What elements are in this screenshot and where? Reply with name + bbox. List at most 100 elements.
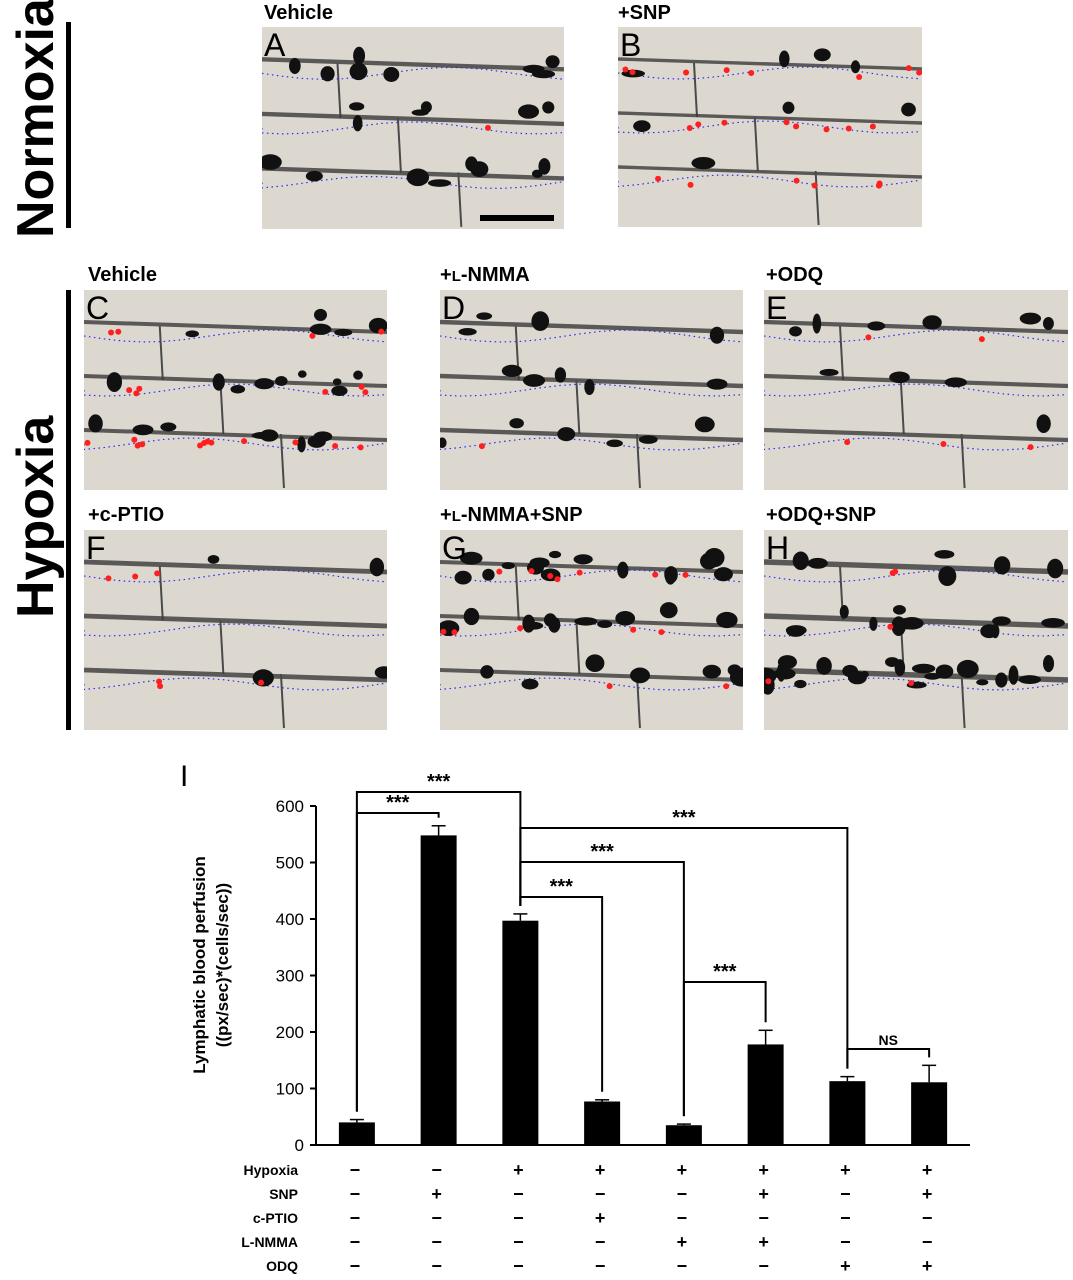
significance-bracket (519, 896, 604, 1092)
pigment-cell (709, 326, 725, 344)
fiber-junction (279, 433, 285, 489)
tracked-blood-cell (916, 69, 922, 76)
tracked-blood-cell (496, 568, 503, 575)
pigment-cell (615, 611, 636, 626)
pigment-cell (574, 617, 598, 626)
pigment-cell (894, 659, 906, 677)
pigment-cell (320, 66, 335, 82)
vessel-tracking-path (84, 677, 385, 691)
pigment-cell (850, 60, 861, 74)
pigment-cell (313, 308, 328, 322)
y-tick-label: 300 (276, 967, 304, 986)
pigment-cell (331, 385, 348, 396)
condition-sign: + (758, 1232, 769, 1252)
condition-label-f: +c-PTIO (88, 504, 165, 526)
pigment-cell (869, 616, 878, 631)
bar (829, 1081, 866, 1145)
muscle-fiber-boundary (764, 427, 1068, 443)
pigment-cell (88, 414, 103, 433)
pigment-cell (334, 328, 353, 337)
pigment-cell (992, 616, 1011, 626)
fiber-junction (219, 619, 225, 675)
vessel-tracking-path (764, 677, 1065, 691)
fiber-junction (635, 433, 641, 489)
fiber-junction (279, 673, 285, 729)
tracked-blood-cell (695, 121, 702, 128)
fiber-junction (960, 673, 966, 729)
significance-label: NS (879, 1032, 898, 1048)
muscle-fiber-boundary (440, 319, 743, 335)
tracked-blood-cell (322, 388, 329, 395)
tracked-blood-cell (721, 119, 728, 126)
vessel-tracking-path (440, 677, 741, 691)
muscle-fiber-boundary (262, 111, 564, 127)
micrograph-panel-c: C (84, 290, 387, 490)
micrograph-panel-b: B (618, 27, 922, 227)
tracked-blood-cell (723, 67, 730, 74)
condition-sign: − (431, 1160, 442, 1180)
tracked-blood-cell (844, 439, 851, 446)
condition-sign: − (431, 1208, 442, 1228)
micrograph-image (440, 530, 743, 730)
vessel-tracking-path (84, 329, 385, 343)
pigment-cell (557, 427, 576, 442)
pigment-cell (664, 567, 676, 585)
condition-sign: − (513, 1256, 524, 1276)
fiber-junction (635, 673, 641, 729)
hypoxia-bracket (66, 290, 71, 730)
pigment-cell (230, 384, 246, 394)
pigment-cell (305, 170, 323, 182)
y-tick-label: 400 (276, 910, 304, 929)
tracked-blood-cell (823, 126, 830, 133)
pigment-cell (252, 669, 274, 687)
condition-sign: + (677, 1160, 688, 1180)
vessel-tracking-path (262, 66, 563, 80)
pigment-cell (606, 439, 623, 448)
panel-letter-e: E (766, 290, 788, 326)
tracked-blood-cell (554, 576, 561, 583)
vessel-tracking-path (262, 175, 563, 189)
tracked-blood-cell (783, 119, 790, 126)
vessel-tracking-path (84, 569, 385, 583)
tracked-blood-cell (204, 438, 211, 445)
tracked-blood-cell (748, 69, 755, 76)
pigment-cell (702, 664, 722, 679)
pigment-cell (254, 378, 275, 390)
pigment-cell (584, 379, 595, 396)
condition-row-label: SNP (269, 1186, 298, 1202)
pigment-cell (349, 62, 368, 81)
condition-sign: − (513, 1184, 524, 1204)
condition-sign: − (677, 1184, 688, 1204)
pigment-cell (944, 377, 968, 388)
tracked-blood-cell (652, 571, 659, 578)
micrograph-image (84, 290, 387, 490)
tracked-blood-cell (682, 571, 689, 578)
micrograph-panel-a: A (262, 27, 564, 229)
pigment-cell (1008, 665, 1019, 685)
vessel-tracking-path (764, 383, 1065, 397)
muscle-fiber-boundary (440, 560, 743, 574)
pigment-cell (1042, 317, 1054, 330)
condition-sign: − (595, 1232, 606, 1252)
panel-letter-h: H (766, 530, 790, 566)
muscle-fiber-boundary (618, 111, 922, 125)
pigment-cell (522, 374, 546, 387)
significance-label: *** (672, 807, 696, 829)
pigment-cell (275, 376, 288, 387)
micrograph-panel-d: D (440, 290, 743, 490)
condition-sign: − (922, 1232, 933, 1252)
pigment-cell (1018, 675, 1042, 684)
bar (747, 1044, 784, 1145)
tracked-blood-cell (940, 441, 947, 448)
pigment-cell (353, 46, 366, 65)
condition-sign: − (431, 1232, 442, 1252)
condition-label-e: +ODQ (766, 264, 824, 286)
tracked-blood-cell (136, 385, 143, 392)
tracked-blood-cell (115, 328, 122, 335)
pigment-cell (212, 373, 225, 391)
condition-sign: + (758, 1184, 769, 1204)
pigment-cell (332, 378, 342, 386)
tracked-blood-cell (793, 123, 800, 130)
tracked-blood-cell (687, 181, 694, 188)
fiber-junction (575, 379, 581, 435)
